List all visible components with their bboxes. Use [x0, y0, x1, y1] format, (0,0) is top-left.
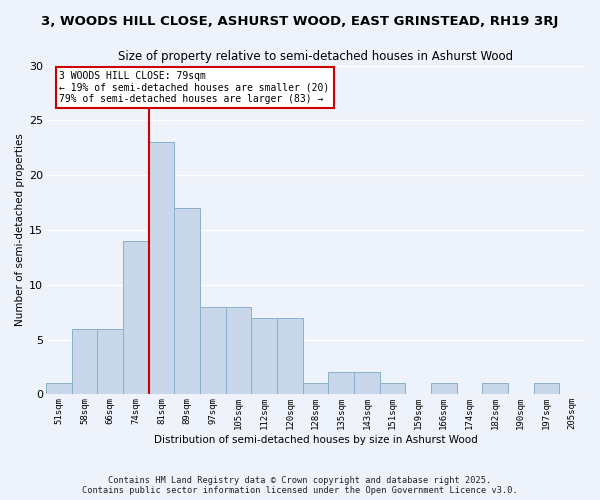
Bar	[200, 306, 226, 394]
Bar	[72, 328, 97, 394]
Bar	[533, 384, 559, 394]
Bar	[303, 384, 328, 394]
Text: 3 WOODS HILL CLOSE: 79sqm
← 19% of semi-detached houses are smaller (20)
79% of : 3 WOODS HILL CLOSE: 79sqm ← 19% of semi-…	[59, 71, 329, 104]
X-axis label: Distribution of semi-detached houses by size in Ashurst Wood: Distribution of semi-detached houses by …	[154, 435, 478, 445]
Bar	[328, 372, 354, 394]
Text: Contains HM Land Registry data © Crown copyright and database right 2025.
Contai: Contains HM Land Registry data © Crown c…	[82, 476, 518, 495]
Y-axis label: Number of semi-detached properties: Number of semi-detached properties	[15, 134, 25, 326]
Bar	[482, 384, 508, 394]
Bar	[149, 142, 175, 394]
Bar	[97, 328, 123, 394]
Bar	[431, 384, 457, 394]
Text: 3, WOODS HILL CLOSE, ASHURST WOOD, EAST GRINSTEAD, RH19 3RJ: 3, WOODS HILL CLOSE, ASHURST WOOD, EAST …	[41, 15, 559, 28]
Title: Size of property relative to semi-detached houses in Ashurst Wood: Size of property relative to semi-detach…	[118, 50, 513, 63]
Bar	[354, 372, 380, 394]
Bar	[251, 318, 277, 394]
Bar	[226, 306, 251, 394]
Bar	[175, 208, 200, 394]
Bar	[123, 241, 149, 394]
Bar	[380, 384, 406, 394]
Bar	[277, 318, 303, 394]
Bar	[46, 384, 72, 394]
